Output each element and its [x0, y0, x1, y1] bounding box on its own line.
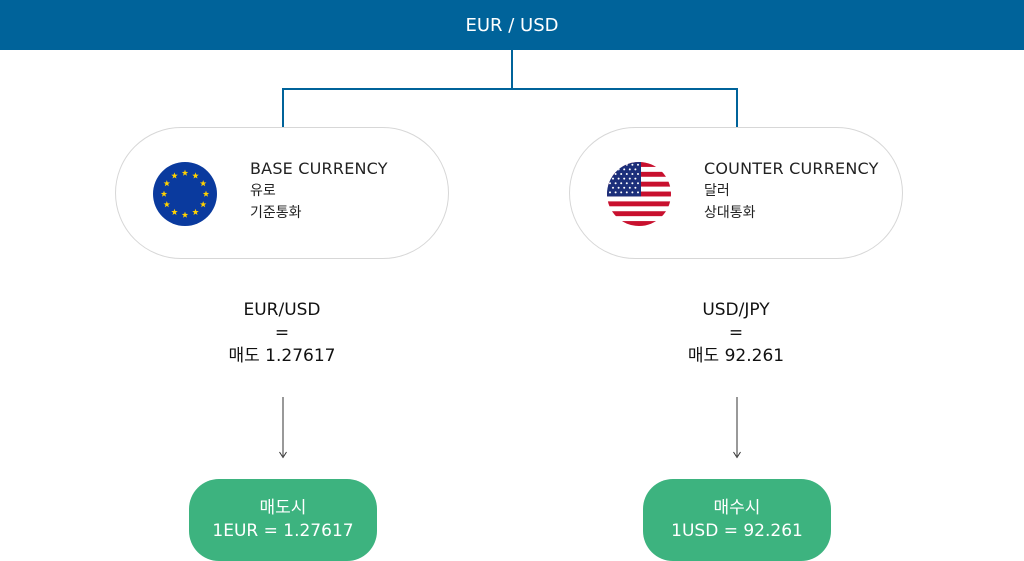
right-rate-equals: = — [728, 323, 744, 343]
us-star — [628, 177, 631, 180]
us-star — [609, 191, 611, 194]
us-star — [609, 163, 611, 166]
sell-result-pill: 매도시 1EUR = 1.27617 — [189, 479, 377, 561]
us-star — [617, 177, 620, 180]
us-star — [614, 173, 617, 175]
us-star — [625, 163, 628, 166]
us-star — [625, 191, 628, 194]
us-star — [631, 173, 634, 175]
left-rate-block: EUR/USD = 매도 1.27617 — [162, 299, 402, 368]
us-star — [620, 163, 623, 166]
base-currency-card: BASE CURRENCY 유로 기준통화 — [115, 127, 449, 259]
base-currency-name: 유로 — [250, 183, 276, 199]
us-stripe — [607, 201, 671, 207]
us-stripe — [607, 211, 671, 217]
eu-star — [181, 211, 189, 218]
us-star — [612, 186, 614, 189]
arrow-right-head — [733, 451, 741, 459]
header-bar: EUR / USD — [0, 0, 1024, 50]
us-flag-icon — [607, 162, 671, 226]
us-star — [631, 163, 634, 166]
buy-result-label: 매수시 — [713, 498, 761, 518]
us-star — [614, 191, 617, 194]
counter-currency-role: 상대통화 — [704, 205, 756, 221]
left-rate-value: 매도 1.27617 — [228, 346, 336, 366]
eu-star — [171, 172, 178, 179]
counter-currency-text: COUNTER CURRENCY 달러 상대통화 — [704, 158, 879, 224]
us-star — [623, 168, 626, 171]
us-star — [609, 182, 611, 185]
us-star — [620, 182, 623, 185]
counter-currency-title: COUNTER CURRENCY — [704, 159, 879, 178]
us-star — [634, 186, 637, 189]
us-star — [612, 177, 614, 180]
left-rate-pair: EUR/USD — [243, 300, 321, 320]
us-star — [625, 173, 628, 175]
base-currency-role: 기준통화 — [250, 205, 302, 221]
us-star — [617, 186, 620, 189]
us-star — [634, 177, 637, 180]
arrow-left-head — [279, 451, 287, 459]
eu-star — [163, 180, 171, 187]
header-title: EUR / USD — [465, 14, 559, 36]
eu-star — [202, 190, 210, 197]
sell-result-value: 1EUR = 1.27617 — [212, 521, 354, 541]
eu-star — [163, 201, 171, 208]
us-stripe — [607, 221, 671, 226]
eu-star — [171, 208, 178, 215]
right-rate-pair: USD/JPY — [702, 300, 770, 320]
sell-result-label: 매도시 — [259, 498, 307, 518]
us-star — [620, 191, 623, 194]
us-star — [614, 182, 617, 185]
right-rate-value: 매도 92.261 — [687, 346, 785, 366]
left-rate-equals: = — [274, 323, 290, 343]
us-star — [637, 191, 639, 194]
buy-result-value: 1USD = 92.261 — [671, 521, 803, 541]
us-star — [631, 191, 634, 194]
eu-star — [199, 201, 207, 208]
eu-star — [181, 169, 189, 176]
us-star — [631, 182, 634, 185]
us-star — [620, 173, 623, 175]
base-currency-text: BASE CURRENCY 유로 기준통화 — [250, 158, 388, 224]
right-rate-block: USD/JPY = 매도 92.261 — [616, 299, 856, 368]
us-star — [637, 163, 639, 166]
counter-currency-card: COUNTER CURRENCY 달러 상대통화 — [569, 127, 903, 259]
us-star — [637, 173, 639, 175]
us-star — [637, 182, 639, 185]
eu-star — [192, 172, 199, 179]
us-star — [625, 182, 628, 185]
us-star — [617, 168, 620, 171]
eu-flag-icon — [153, 162, 217, 226]
counter-currency-name: 달러 — [704, 183, 730, 199]
eu-star — [192, 208, 199, 215]
eu-star — [160, 190, 168, 197]
us-star — [609, 173, 611, 175]
us-star — [628, 186, 631, 189]
us-star — [614, 163, 617, 166]
us-star — [628, 168, 631, 171]
base-currency-title: BASE CURRENCY — [250, 159, 388, 178]
us-star — [623, 186, 626, 189]
us-star — [634, 168, 637, 171]
us-star — [623, 177, 626, 180]
eu-star — [199, 180, 207, 187]
us-star — [612, 168, 614, 171]
buy-result-pill: 매수시 1USD = 92.261 — [643, 479, 831, 561]
